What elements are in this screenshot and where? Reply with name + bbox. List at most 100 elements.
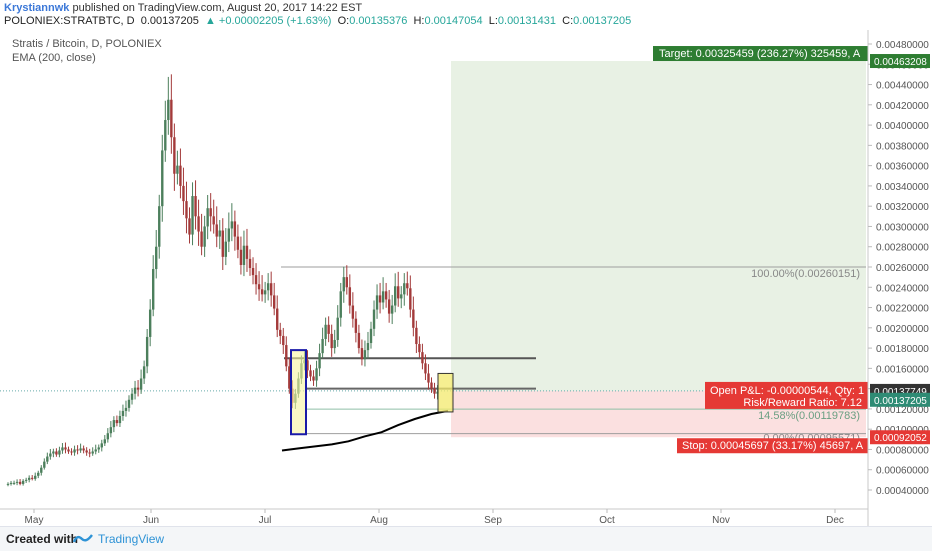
candle-body [91, 451, 94, 454]
candle-body [415, 327, 418, 345]
y-tick-label: 0.00420000 [876, 101, 929, 112]
candle-body [221, 230, 224, 257]
low-label: L: [488, 15, 498, 27]
candle-body [312, 376, 315, 381]
candle-body [94, 449, 97, 452]
candle-body [394, 286, 397, 306]
candle-body [6, 483, 10, 485]
candle-body [342, 277, 345, 292]
author-link[interactable]: Krystiannwk [4, 2, 70, 14]
candle-body [351, 305, 355, 319]
candle-body [357, 332, 361, 349]
candle-body [52, 451, 55, 454]
candle-body [82, 448, 85, 451]
price-chart[interactable]: 100.00%(0.00260151) 14.58%(0.00119783) 0.0… [0, 30, 932, 526]
pnl-label: Open P&L: -0.00000544, Qty: 1 [710, 385, 864, 397]
candle-body [327, 324, 330, 334]
candle-body [115, 420, 119, 424]
candle-body [254, 275, 258, 285]
x-tick-label: Sep [484, 515, 502, 526]
candle-body [363, 350, 367, 360]
close-value: 0.00137205 [573, 15, 632, 27]
candle-body [43, 461, 46, 468]
candle-body [64, 447, 67, 450]
candle-body [236, 236, 240, 250]
chart-area[interactable]: 100.00%(0.00260151) 14.58%(0.00119783) 0.0… [0, 30, 932, 526]
candle-body [109, 427, 113, 434]
candle-body [218, 230, 221, 237]
candle-body [127, 399, 131, 408]
header-bar: Krystiannwk published on TradingView.com… [0, 0, 932, 30]
pnl-label-bg [705, 381, 868, 409]
tradingview-brand-link[interactable]: TradingView [98, 532, 165, 546]
symbol-label: POLONIEX:STRATBTC, D [4, 15, 135, 27]
y-tick-label: 0.00400000 [876, 121, 929, 132]
candle-body [106, 433, 110, 440]
candle-body [245, 245, 249, 259]
candle-body [88, 452, 91, 454]
candle-body [158, 206, 161, 247]
candle-body [227, 228, 231, 242]
candle-body [212, 216, 215, 225]
candle-body [239, 249, 243, 265]
candle-body [133, 387, 137, 394]
x-tick-label: Oct [599, 515, 615, 526]
fib-1458-label: 14.58%(0.00119783) [758, 410, 860, 422]
last-price: 0.00137205 [140, 15, 199, 27]
candle-body [403, 283, 406, 295]
candle-body [285, 345, 288, 367]
candle-body [273, 295, 276, 309]
candle-body [375, 295, 379, 310]
candle-body [409, 288, 412, 310]
open-label: O: [337, 15, 350, 27]
stop-price-tag-bg [870, 430, 930, 445]
fib-100-label: 100.00%(0.00260151) [751, 268, 860, 280]
tradingview-logo-icon [72, 534, 93, 543]
low-value: 0.00131431 [497, 15, 557, 27]
candle-body [97, 447, 100, 450]
target-price-tag-bg [870, 54, 930, 69]
x-tick-label: Nov [712, 515, 730, 526]
x-tick-label: Aug [370, 515, 388, 526]
y-tick-label: 0.00320000 [876, 202, 929, 213]
candle-body [203, 226, 206, 247]
y-tick-label: 0.00220000 [876, 304, 929, 315]
candle-body [85, 450, 88, 453]
candle-body [9, 482, 13, 484]
candle-body [100, 443, 103, 448]
candle-body [182, 185, 185, 202]
candle-body [188, 218, 191, 235]
candle-body [433, 388, 436, 394]
candle-body [73, 449, 76, 453]
candle-body [248, 258, 252, 269]
blue-highlight-box[interactable] [290, 349, 307, 436]
x-tick-label: Jun [143, 515, 159, 526]
candle-body [148, 309, 152, 337]
candle-body [233, 221, 237, 237]
open-value: 0.00135376 [349, 15, 408, 27]
risk-reward-label: Risk/Reward Ratio: 7.12 [743, 397, 862, 409]
candle-body [321, 338, 324, 354]
x-tick-label: Jul [259, 515, 272, 526]
candle-body [369, 328, 373, 344]
candle-body [67, 449, 70, 452]
candle-body [155, 246, 158, 270]
chart-legend-title: Stratis / Bitcoin, D, POLONIEX [12, 38, 162, 50]
publish-text: published on TradingView.com, August 20,… [72, 2, 363, 14]
candle-body [397, 286, 400, 299]
candle-body [257, 284, 261, 290]
candle-body [118, 416, 122, 424]
candle-body [279, 329, 282, 336]
candle-body [200, 231, 203, 247]
candle-body [173, 137, 176, 174]
candle-body [269, 283, 273, 296]
candle-body [384, 291, 388, 300]
candle-body [197, 216, 200, 232]
yellow-highlight-box[interactable] [437, 372, 454, 413]
y-tick-label: 0.00380000 [876, 141, 929, 152]
y-tick-label: 0.00120000 [876, 405, 929, 416]
y-tick-label: 0.00060000 [876, 466, 929, 477]
candle-body [288, 366, 291, 389]
candle-body [251, 268, 255, 276]
candle-body [345, 277, 348, 288]
